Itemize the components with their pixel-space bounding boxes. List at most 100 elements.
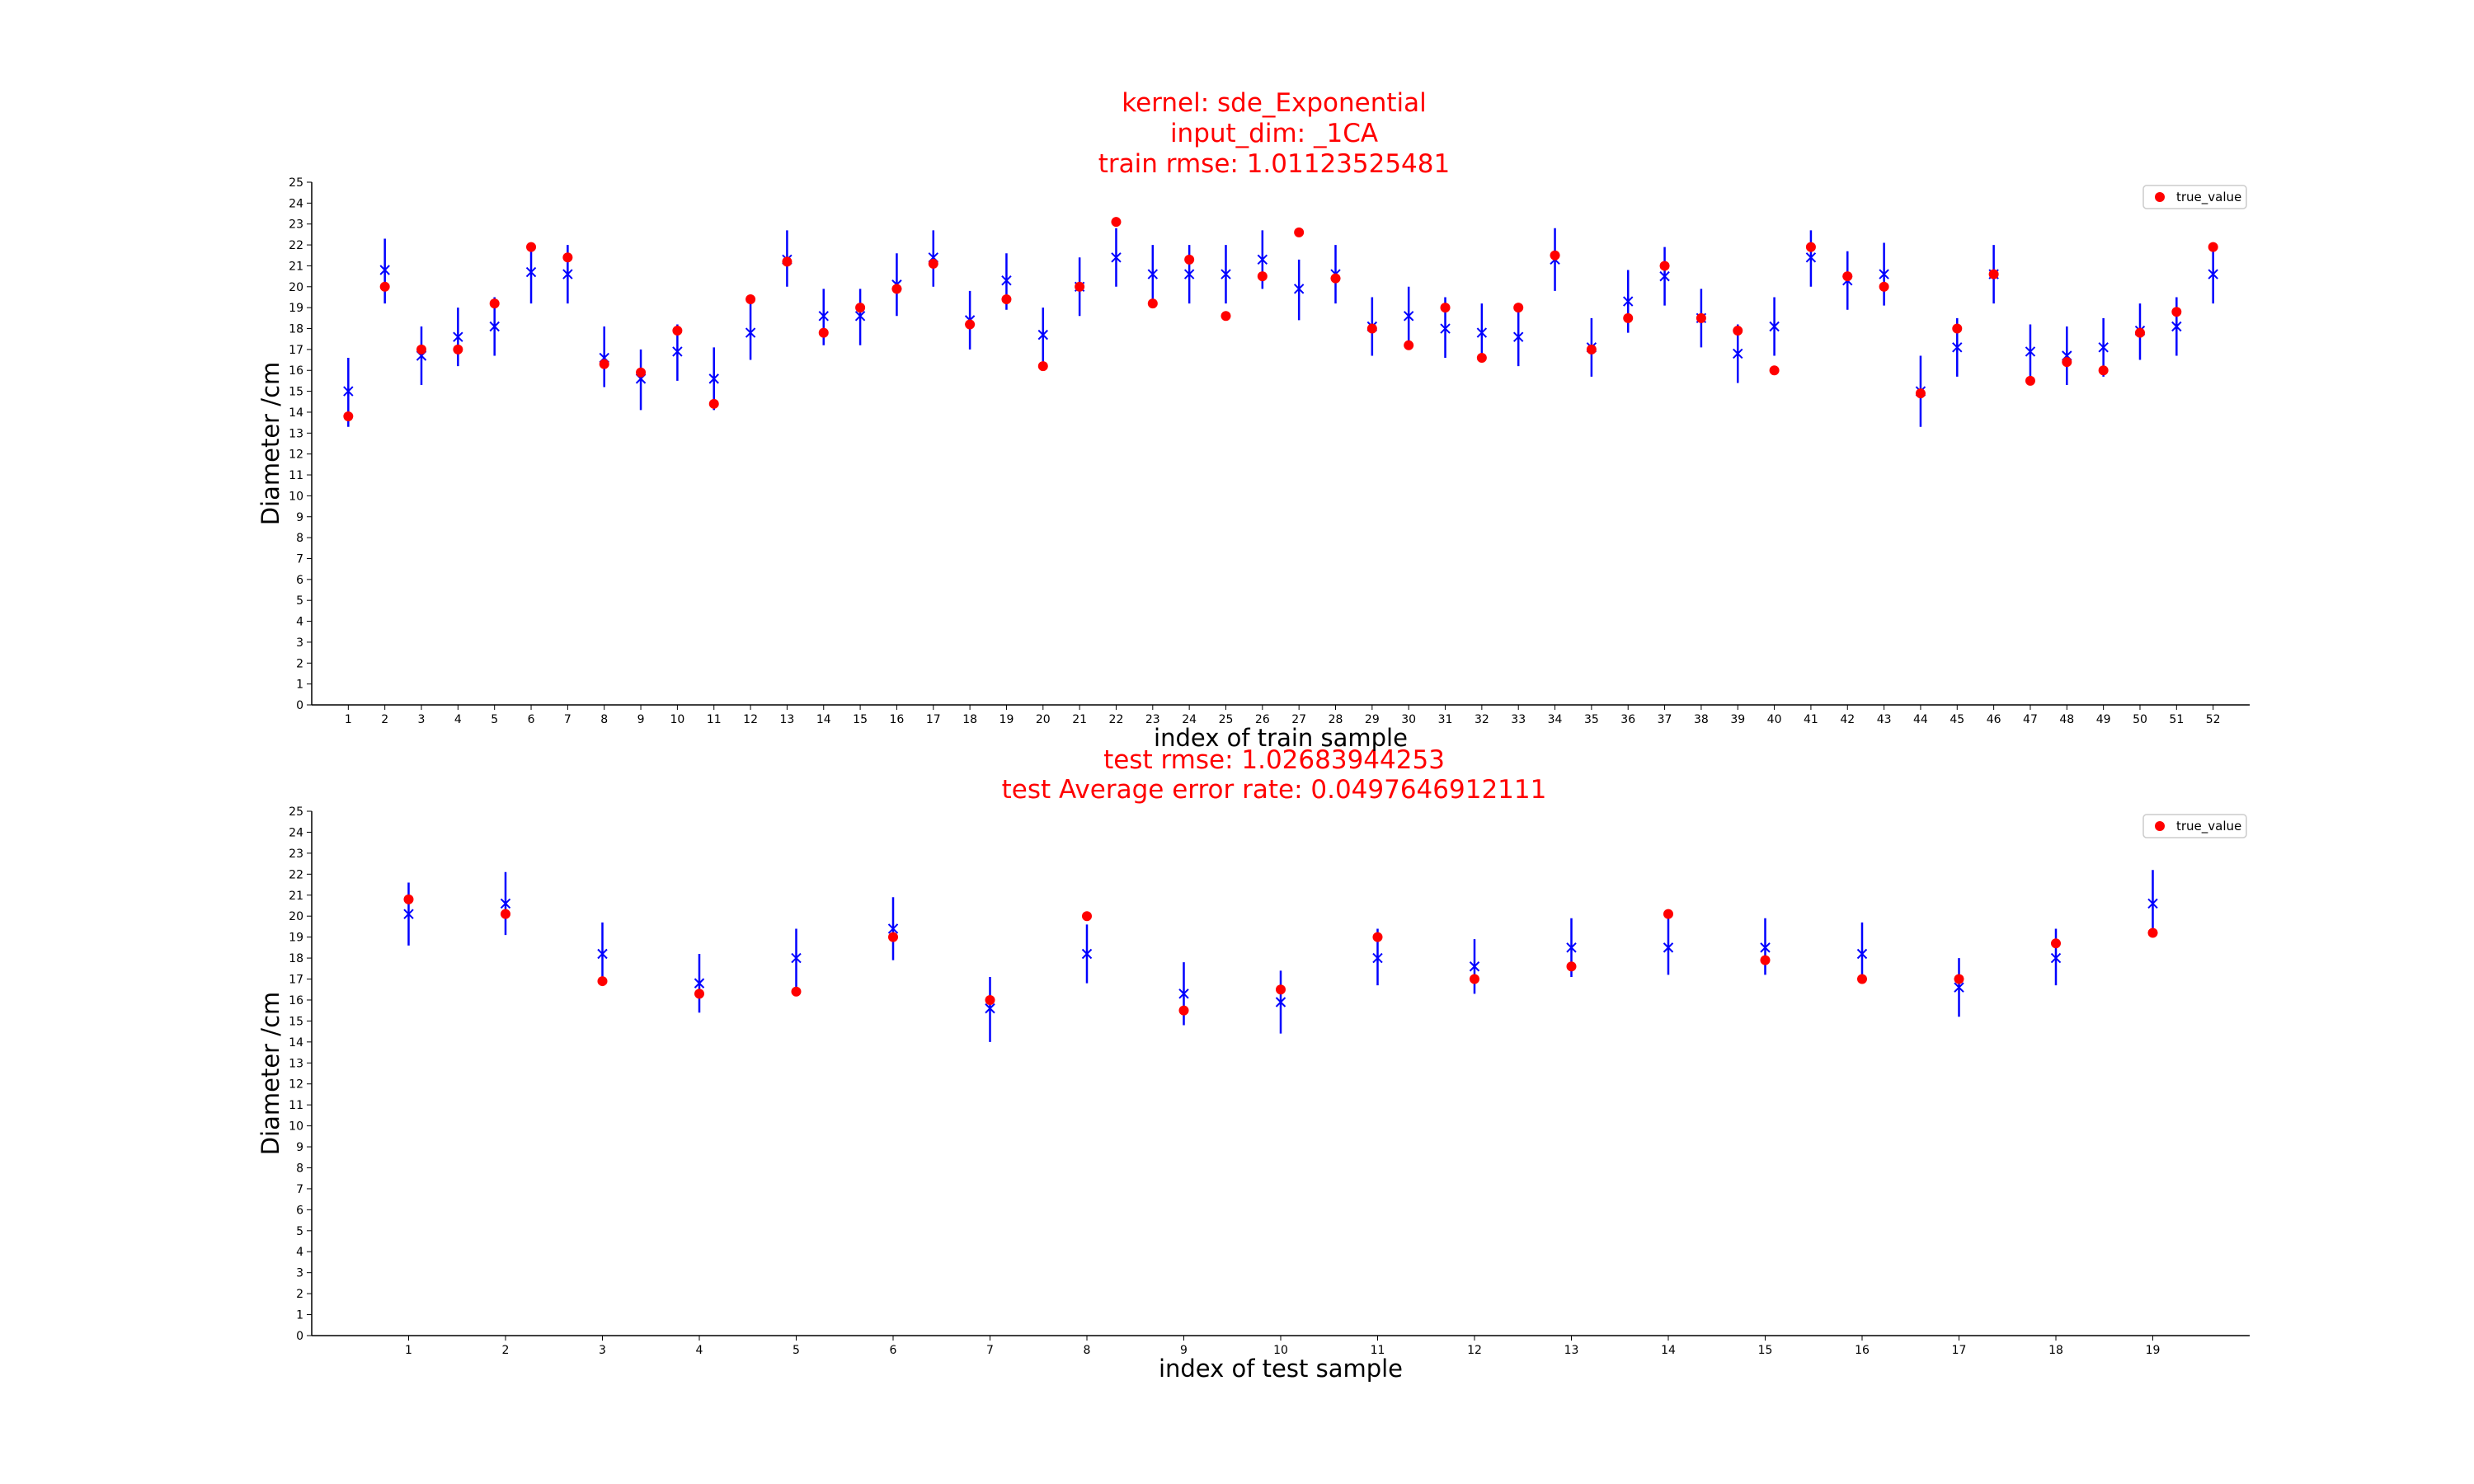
test-y-tick-label: 5 (296, 1225, 303, 1238)
train-true-value-point (2171, 307, 2182, 317)
train-true-value-point (965, 319, 976, 330)
train-title-line-1: kernel: sde_Exponential (1122, 88, 1426, 118)
test-true-value-point (1178, 1005, 1189, 1016)
test-x-tick-label: 9 (1180, 1344, 1188, 1357)
train-true-value-point (1988, 269, 1999, 279)
train-x-tick-label: 52 (2206, 713, 2221, 726)
train-x-tick-label: 38 (1694, 713, 1709, 726)
train-true-value-point (891, 284, 902, 294)
train-y-tick-label: 1 (296, 679, 303, 692)
test-true-value-point (1760, 955, 1771, 965)
train-y-tick-label: 2 (296, 657, 303, 670)
train-true-value-point (2098, 365, 2109, 376)
test-prediction-marker (1954, 982, 1964, 993)
train-x-tick-label: 46 (1987, 713, 2001, 726)
train-y-tick-label: 0 (296, 699, 303, 712)
test-y-tick-label: 15 (289, 1015, 303, 1028)
test-true-value-point (1470, 974, 1479, 984)
train-prediction-marker (453, 331, 463, 342)
train-true-value-point (1111, 217, 1122, 228)
train-y-tick-label: 10 (289, 490, 303, 503)
test-x-tick-label: 19 (2146, 1344, 2161, 1357)
train-prediction-marker (1659, 270, 1670, 282)
test-prediction-marker (2050, 952, 2062, 964)
train-prediction-marker (745, 327, 756, 338)
train-prediction-marker (1513, 331, 1524, 342)
train-prediction-marker (2025, 346, 2036, 357)
test-y-tick-label: 1 (296, 1309, 303, 1322)
train-x-tick-label: 29 (1365, 713, 1380, 726)
test-y-tick-label: 9 (296, 1141, 303, 1154)
test-x-tick-label: 1 (405, 1344, 412, 1357)
train-x-tick-label: 5 (491, 713, 498, 726)
test-prediction-marker (1081, 948, 1093, 960)
train-true-value-point (745, 294, 756, 305)
train-x-tick-label: 27 (1291, 713, 1306, 726)
test-x-tick-label: 17 (1952, 1344, 1967, 1357)
train-true-value-point (2134, 327, 2145, 338)
train-true-value-point (708, 398, 719, 409)
train-y-tick-label: 25 (289, 176, 303, 190)
train-plot: 0123456789101112131415161718192021222324… (256, 176, 2250, 752)
test-prediction-marker (2147, 898, 2158, 909)
train-y-tick-label: 12 (289, 448, 303, 462)
train-true-value-point (1696, 312, 1706, 323)
train-prediction-marker (489, 321, 500, 332)
train-y-tick-label: 24 (289, 197, 303, 210)
train-y-tick-label: 17 (289, 344, 303, 357)
test-prediction-marker (1856, 948, 1868, 960)
test-x-tick-label: 11 (1371, 1344, 1385, 1357)
train-x-tick-label: 18 (962, 713, 977, 726)
test-y-tick-label: 16 (289, 994, 303, 1007)
train-x-tick-label: 1 (345, 713, 352, 726)
train-x-tick-label: 16 (890, 713, 905, 726)
train-prediction-marker (1952, 342, 1963, 353)
train-true-value-point (818, 327, 829, 338)
test-x-tick-label: 4 (696, 1344, 703, 1357)
train-prediction-marker (1623, 296, 1634, 307)
test-x-tick-label: 10 (1273, 1344, 1288, 1357)
test-title-line-2: test Average error rate: 0.0497646912111 (1002, 775, 1547, 805)
test-prediction-marker (1275, 997, 1286, 1007)
train-y-tick-label: 11 (289, 469, 303, 482)
train-true-value-point (1623, 312, 1634, 323)
train-true-value-point (1769, 365, 1780, 376)
test-x-tick-label: 13 (1564, 1344, 1579, 1357)
train-true-value-point (599, 359, 609, 369)
test-plot: 0123456789101112131415161718192021222324… (256, 805, 2250, 1383)
train-true-value-point (453, 344, 463, 355)
train-x-tick-label: 28 (1329, 713, 1343, 726)
train-x-tick-label: 17 (926, 713, 941, 726)
train-x-tick-label: 31 (1438, 713, 1453, 726)
test-prediction-marker (1760, 942, 1771, 953)
train-prediction-marker (854, 311, 866, 322)
train-true-value-point (855, 303, 866, 313)
train-prediction-marker (1183, 269, 1195, 279)
test-y-tick-label: 24 (289, 826, 303, 839)
train-true-value-point (1842, 271, 1853, 282)
train-prediction-marker (1733, 348, 1743, 359)
test-y-tick-label: 6 (296, 1204, 303, 1217)
test-y-tick-label: 4 (296, 1246, 303, 1259)
test-y-tick-label: 12 (289, 1078, 303, 1092)
test-title: test rmse: 1.02683944253 test Average er… (1002, 745, 1547, 805)
train-true-value-point (1659, 261, 1670, 271)
train-true-value-point (343, 411, 354, 422)
test-prediction-marker (597, 948, 608, 960)
test-true-value-point (888, 932, 898, 942)
train-y-tick-label: 22 (289, 239, 303, 252)
train-true-value-point (1404, 340, 1414, 350)
test-prediction-marker (403, 909, 414, 919)
train-prediction-marker (1476, 327, 1488, 338)
test-true-value-point (1663, 909, 1673, 919)
train-prediction-marker (1879, 269, 1889, 279)
train-x-tick-label: 48 (2059, 713, 2074, 726)
test-prediction-marker (1178, 989, 1189, 999)
train-x-tick-label: 4 (454, 713, 462, 726)
train-prediction-marker (2208, 269, 2218, 279)
test-y-tick-label: 17 (289, 974, 303, 987)
train-true-value-point (1147, 298, 1158, 309)
train-x-tick-label: 35 (1584, 713, 1599, 726)
test-prediction-marker (985, 1003, 995, 1014)
train-true-value-point (1952, 323, 1963, 334)
